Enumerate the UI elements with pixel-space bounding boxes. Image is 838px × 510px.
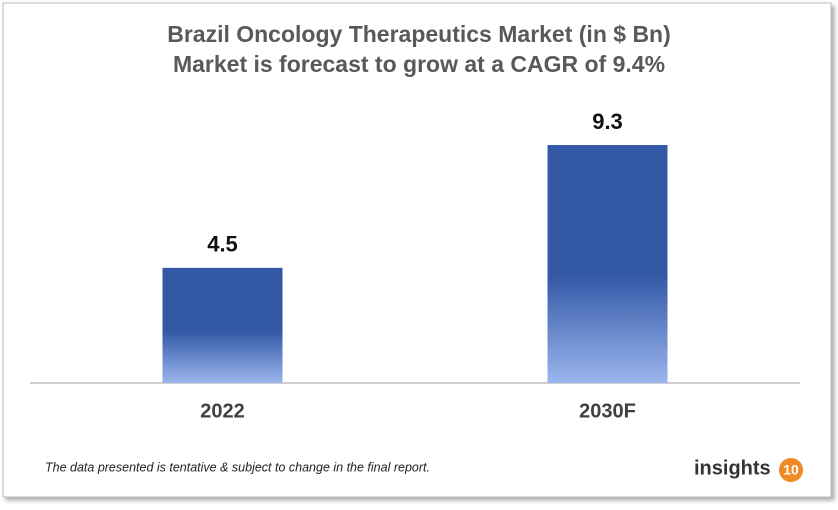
brand-badge: 10 [783,462,799,478]
bar [547,145,668,383]
brand-badge-bg [779,458,803,482]
data-label: 4.5 [207,232,238,257]
x-tick-label: 2030F [579,400,636,422]
bar [162,267,283,383]
chart-title: Brazil Oncology Therapeutics Market (in … [167,21,671,47]
frame [2,2,832,498]
x-tick-label: 2022 [200,400,245,422]
footnote: The data presented is tentative & subjec… [45,460,430,474]
chart-subtitle: Market is forecast to grow at a CAGR of … [173,51,665,77]
brand: insights [694,457,771,479]
data-label: 9.3 [592,109,623,134]
